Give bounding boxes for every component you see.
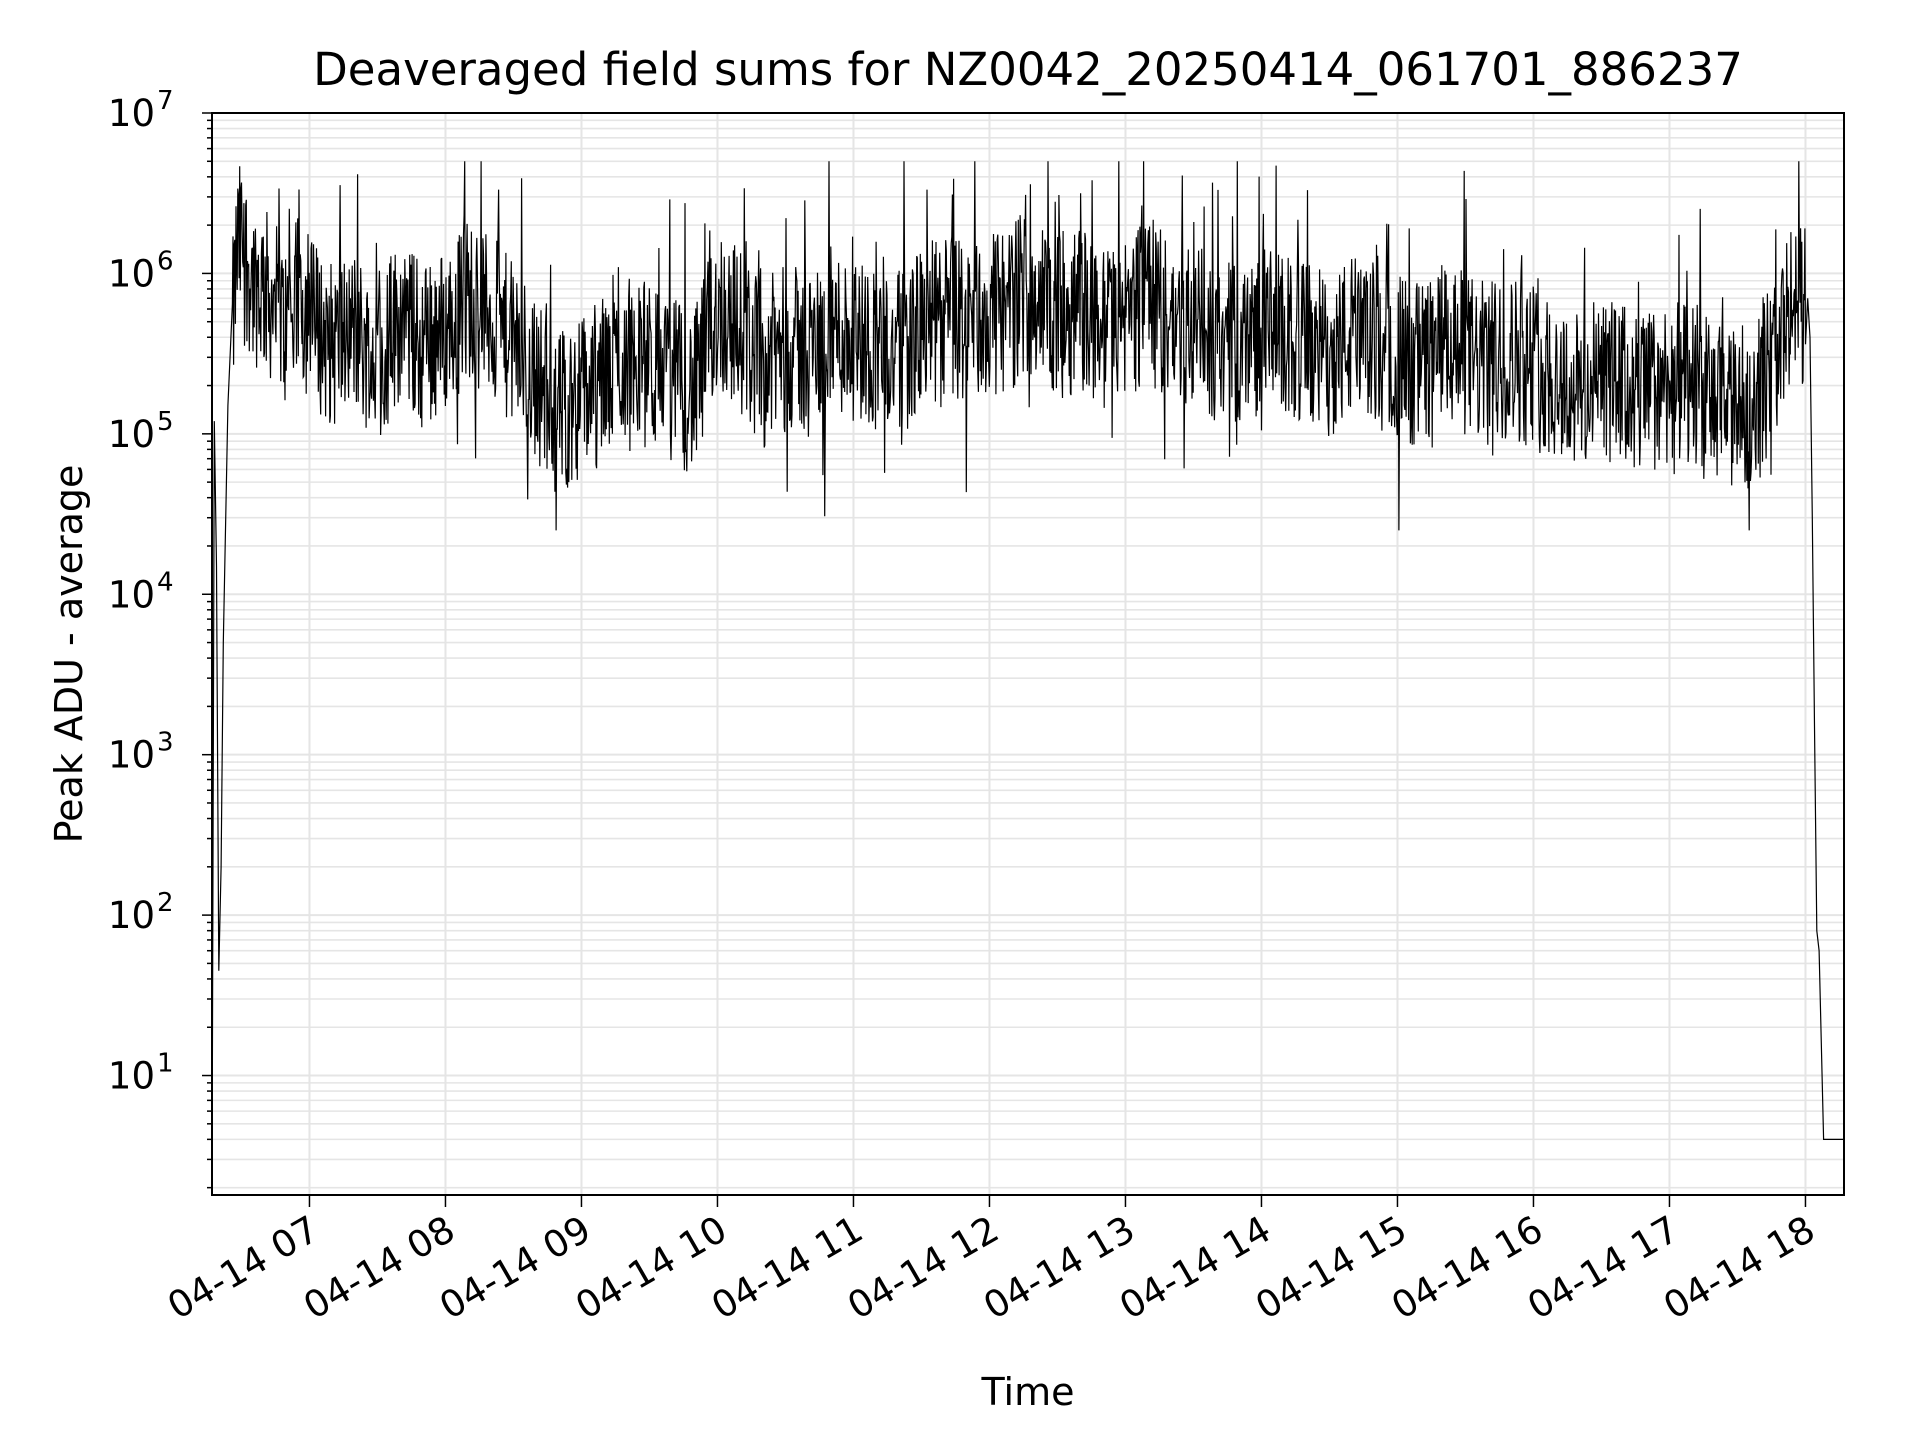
- series-line: [211, 161, 1844, 1196]
- series-group: [211, 161, 1844, 1196]
- y-tick-base: 10: [108, 573, 155, 616]
- y-axis-label: Peak ADU - average: [47, 465, 91, 844]
- y-tick-label: 10 7: [108, 86, 174, 135]
- y-tick-label: 10 3: [108, 728, 174, 777]
- y-tick-label: 10 4: [108, 567, 174, 616]
- y-tick-base: 10: [108, 252, 155, 295]
- y-tick-base: 10: [108, 734, 155, 777]
- y-tick-exponent: 1: [157, 1049, 174, 1079]
- y-tick-base: 10: [108, 894, 155, 937]
- y-tick-exponent: 3: [157, 728, 174, 758]
- y-tick-exponent: 6: [157, 246, 174, 276]
- y-tick-base: 10: [108, 1055, 155, 1098]
- y-tick-exponent: 4: [157, 567, 174, 597]
- y-tick-exponent: 5: [157, 407, 174, 437]
- y-tick-label: 10 1: [108, 1049, 174, 1098]
- y-tick-exponent: 2: [157, 888, 174, 918]
- plot-frame: [211, 112, 1845, 1196]
- y-tick-base: 10: [108, 92, 155, 135]
- grid: [212, 112, 1844, 1195]
- y-tick-label: 10 5: [108, 407, 174, 456]
- y-tick-label: 10 2: [108, 888, 174, 937]
- y-tick-base: 10: [108, 413, 155, 456]
- chart-title: Deaveraged field sums for NZ0042_2025041…: [313, 43, 1743, 96]
- y-tick-exponent: 7: [157, 86, 174, 116]
- x-axis-label: Time: [981, 1370, 1075, 1414]
- y-tick-label: 10 6: [108, 246, 174, 295]
